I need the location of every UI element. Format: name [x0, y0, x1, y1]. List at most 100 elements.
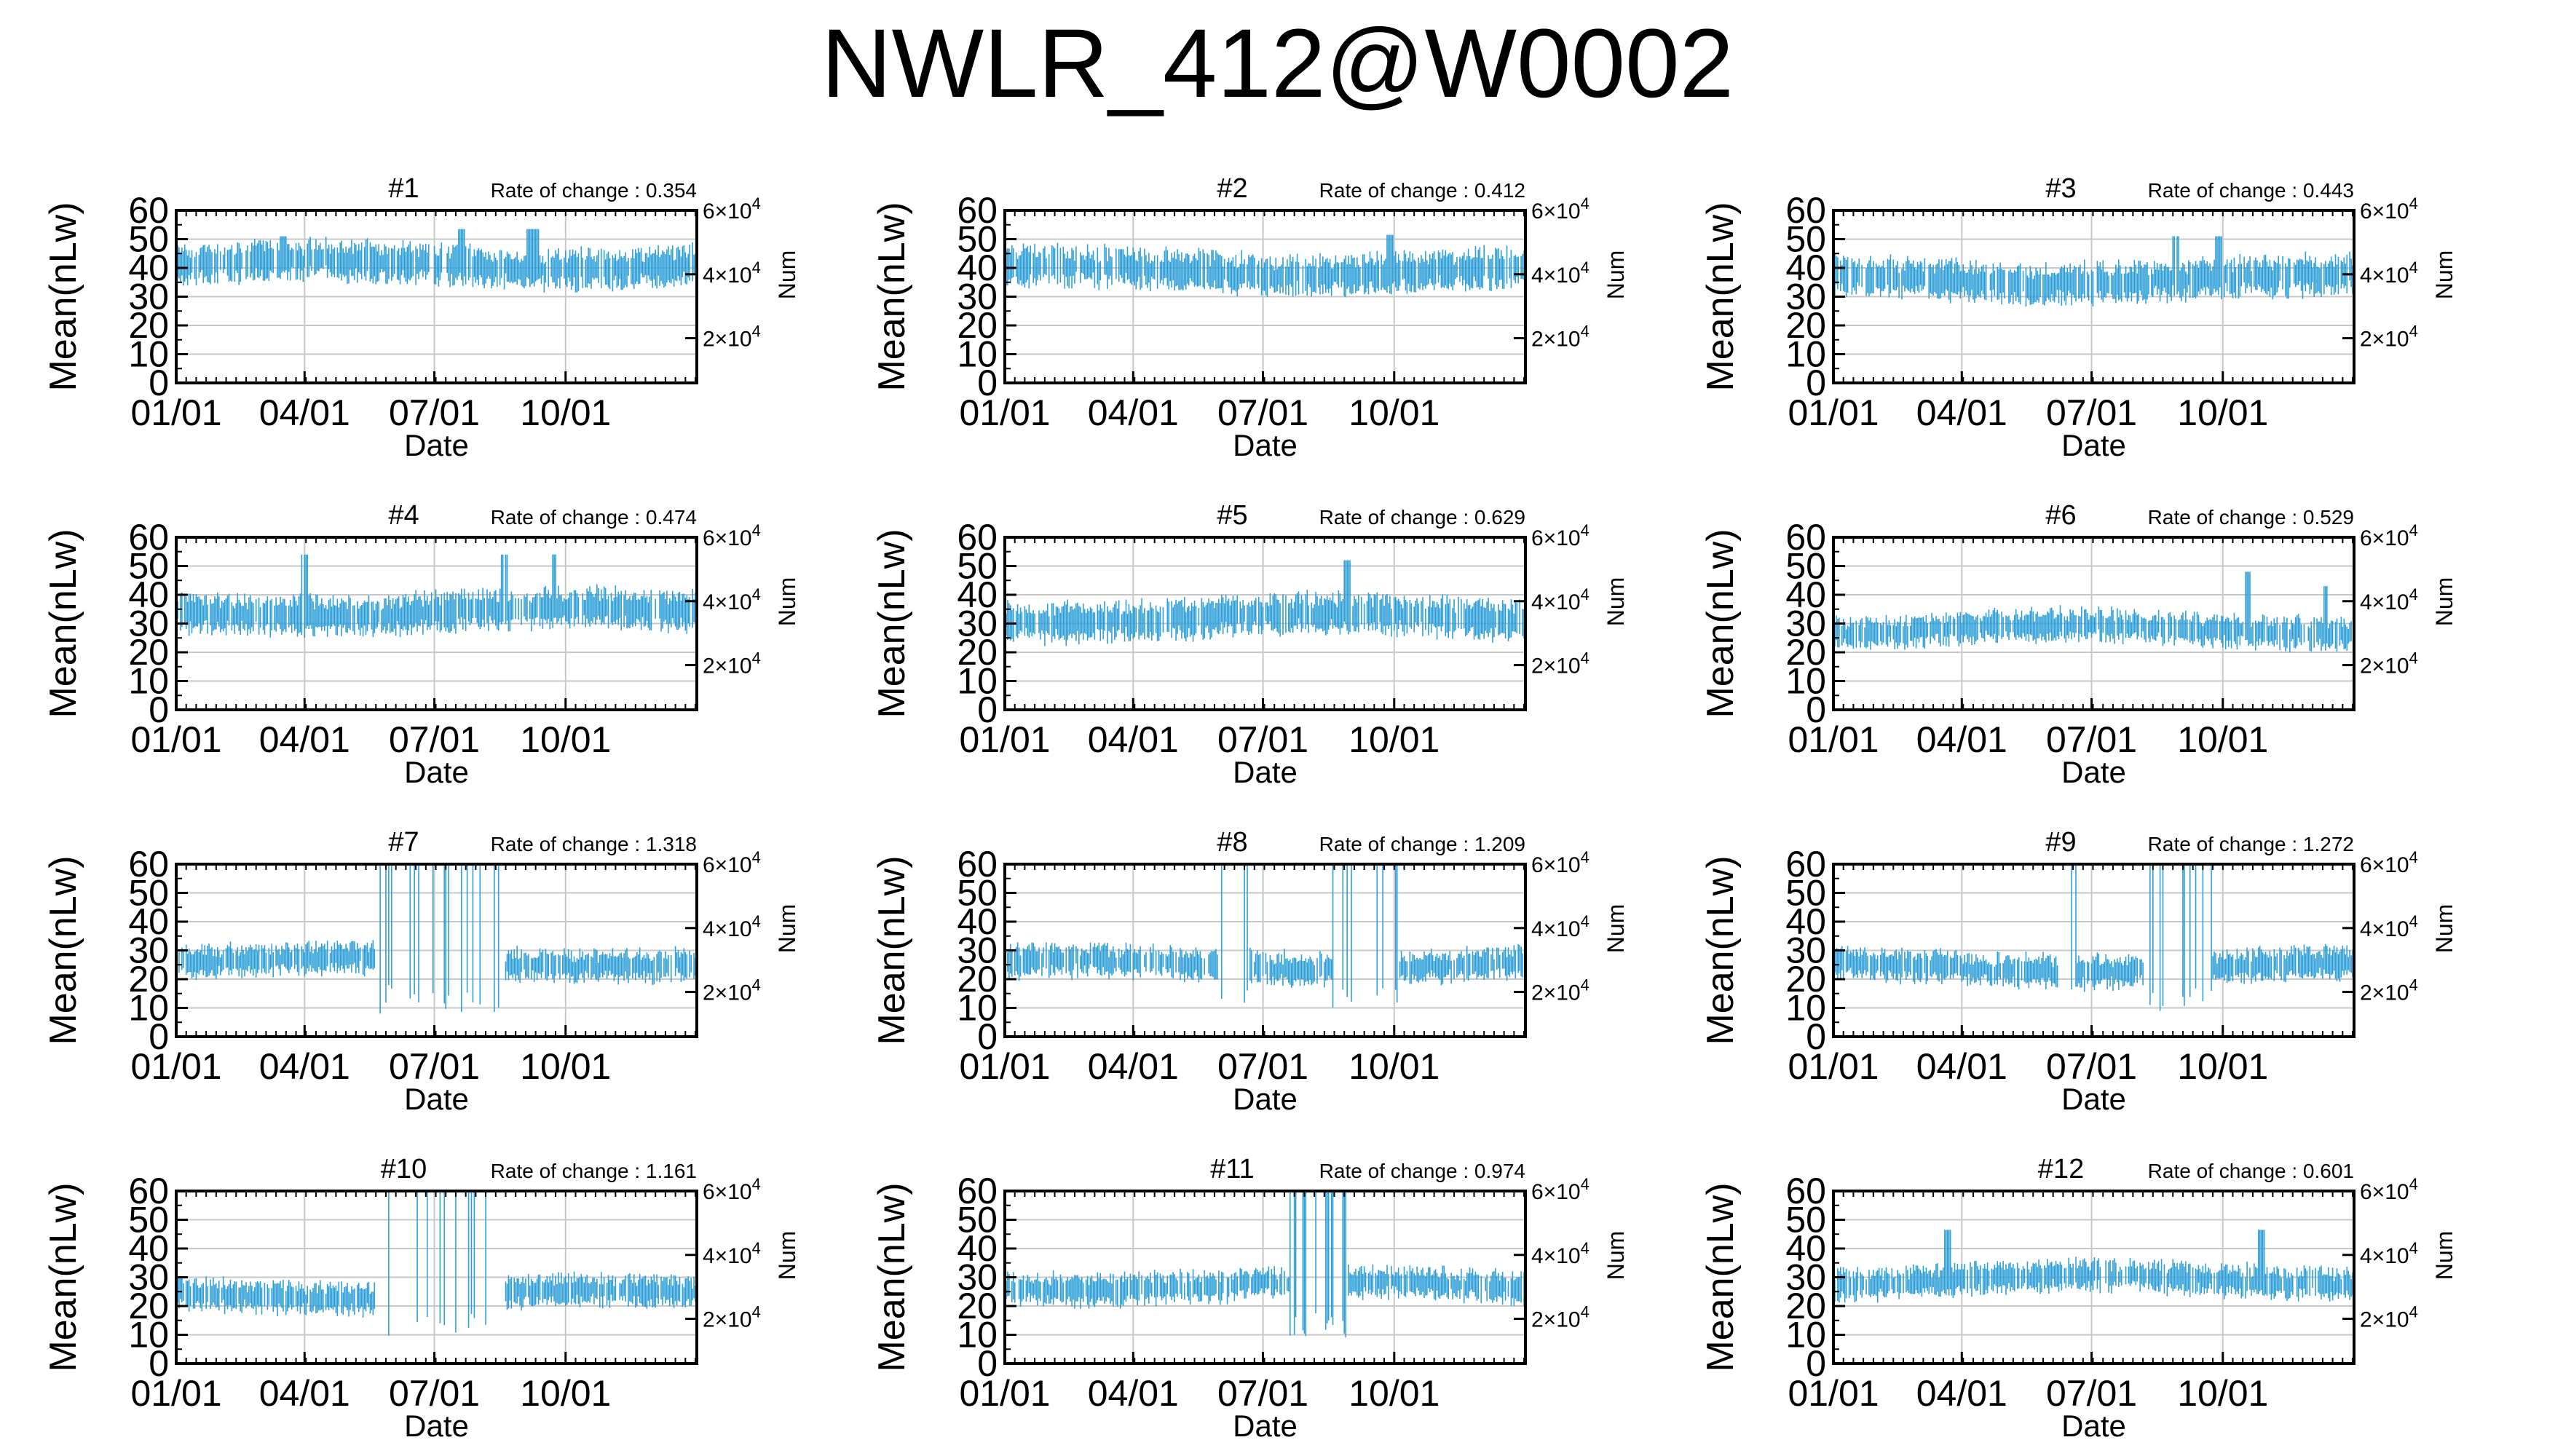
y2-tick-label: 2×104 [1531, 976, 1590, 1005]
panel-title: #9 [2045, 827, 2076, 858]
y-tick-label: 60 [1785, 844, 1826, 885]
y2-tick-label: 4×104 [2360, 258, 2418, 288]
panel-title: #6 [2045, 500, 2076, 531]
x-axis-label: Date [1233, 1082, 1298, 1116]
panel-title: #8 [1217, 827, 1247, 858]
y-tick-label: 0 [149, 689, 169, 730]
y-tick-label: 40 [1785, 901, 1826, 942]
panel-title: #5 [1217, 500, 1247, 531]
y2-tick-label: 4×104 [1531, 585, 1590, 614]
y2-tick-label: 6×104 [703, 848, 761, 877]
x-tick-label: 07/01 [2046, 1046, 2137, 1087]
series-bars [1006, 1191, 1525, 1338]
y-tick-label: 20 [128, 632, 169, 673]
x-tick-label: 04/01 [1916, 392, 2007, 433]
y-tick-label: 60 [1785, 190, 1826, 231]
y2-tick-label: 2×104 [703, 976, 761, 1005]
y-tick-label: 40 [128, 1228, 169, 1269]
x-tick-label: 10/01 [2177, 392, 2268, 433]
y-tick-label: 20 [1785, 959, 1826, 1000]
series-bars [177, 554, 696, 638]
x-tick-label: 04/01 [259, 719, 350, 760]
y-tick-label: 10 [1785, 334, 1826, 375]
series-bars [1007, 864, 1523, 1008]
rate-of-change-label: Rate of change : 1.161 [491, 1160, 697, 1182]
x-axis-label: Date [1233, 428, 1298, 462]
y-axis-label: Mean(nLw) [42, 202, 84, 391]
y2-tick-label: 4×104 [1531, 912, 1590, 941]
y-tick-label: 30 [957, 604, 998, 644]
y-axis-label: Mean(nLw) [42, 855, 84, 1045]
y-tick-label: 20 [1785, 305, 1826, 346]
x-tick-label: 10/01 [1348, 392, 1440, 433]
y-axis-label: Mean(nLw) [42, 1182, 84, 1372]
y2-axis-label: Num [2431, 250, 2457, 300]
y2-tick-label: 4×104 [703, 585, 761, 614]
rate-of-change-label: Rate of change : 1.272 [2148, 833, 2354, 855]
x-tick-label: 10/01 [520, 1046, 611, 1087]
y2-axis-label: Num [774, 904, 800, 954]
y-tick-label: 0 [1806, 689, 1826, 730]
y-tick-label: 50 [1785, 546, 1826, 587]
y-tick-label: 50 [957, 1200, 998, 1241]
y-tick-label: 60 [957, 517, 998, 558]
y-axis-label: Mean(nLw) [871, 202, 913, 391]
panel-title: #10 [381, 1154, 427, 1184]
y-tick-label: 40 [957, 1228, 998, 1269]
series-bars [1834, 864, 2353, 1011]
y-tick-label: 50 [1785, 873, 1826, 914]
rate-of-change-label: Rate of change : 0.629 [1319, 506, 1525, 529]
x-tick-label: 01/01 [130, 719, 221, 760]
y-tick-label: 60 [1785, 517, 1826, 558]
rate-of-change-label: Rate of change : 0.443 [2148, 179, 2354, 202]
x-tick-label: 04/01 [259, 1046, 350, 1087]
y2-axis-label: Num [1603, 250, 1629, 300]
y-tick-label: 30 [128, 604, 169, 644]
x-tick-label: 07/01 [389, 1373, 480, 1414]
x-tick-label: 10/01 [2177, 1046, 2268, 1087]
y-tick-label: 10 [128, 1315, 169, 1356]
y2-tick-label: 2×104 [2360, 649, 2418, 678]
x-tick-label: 07/01 [1217, 1373, 1308, 1414]
y-tick-label: 40 [128, 248, 169, 288]
x-axis-label: Date [2061, 428, 2126, 462]
rate-of-change-label: Rate of change : 0.529 [2148, 506, 2354, 529]
series-bars [177, 229, 696, 293]
x-tick-label: 10/01 [1348, 1046, 1440, 1087]
panel-11: 01/01 04/01 07/01 10/0101020304050602×1044×… [871, 1154, 1629, 1443]
x-tick-label: 01/01 [130, 1373, 221, 1414]
y-tick-label: 30 [128, 930, 169, 971]
y-axis-label: Mean(nLw) [1699, 529, 1742, 718]
y-tick-label: 60 [957, 190, 998, 231]
y-tick-label: 40 [957, 248, 998, 288]
y-tick-label: 60 [957, 1171, 998, 1211]
panel-title: #3 [2045, 173, 2076, 204]
y-tick-label: 0 [149, 1343, 169, 1384]
series-bars [1006, 560, 1525, 646]
x-tick-label: 01/01 [959, 392, 1050, 433]
y-tick-label: 20 [128, 1286, 169, 1326]
x-tick-label: 07/01 [1217, 392, 1308, 433]
y2-tick-label: 4×104 [703, 258, 761, 288]
x-axis-label: Date [404, 1409, 469, 1443]
y2-tick-label: 6×104 [1531, 848, 1590, 877]
page-title: NWLR_412@W0002 [821, 9, 1734, 118]
y-tick-label: 0 [977, 363, 998, 403]
y-tick-label: 10 [128, 988, 169, 1029]
x-tick-label: 10/01 [520, 1373, 611, 1414]
x-tick-label: 07/01 [389, 1046, 480, 1087]
y-tick-label: 20 [957, 305, 998, 346]
y-tick-label: 50 [128, 546, 169, 587]
series-bars [1006, 234, 1525, 298]
x-tick-label: 07/01 [1217, 719, 1308, 760]
y2-tick-label: 2×104 [1531, 1303, 1590, 1332]
y2-tick-label: 6×104 [1531, 194, 1590, 223]
y-axis-label: Mean(nLw) [1699, 202, 1742, 391]
y2-axis-label: Num [774, 250, 800, 300]
y-tick-label: 0 [977, 1016, 998, 1057]
